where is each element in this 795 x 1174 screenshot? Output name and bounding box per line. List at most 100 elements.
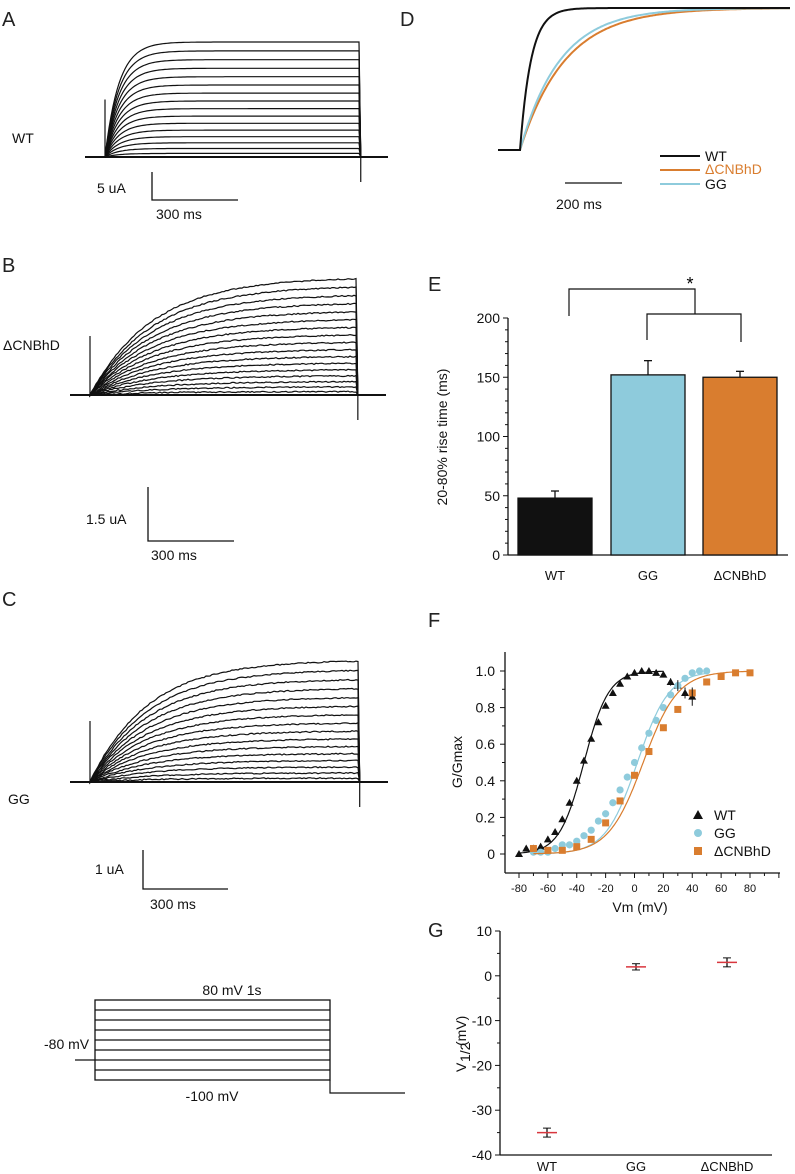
construct-label-gg: GG bbox=[8, 791, 30, 807]
y-tick-label: 50 bbox=[484, 488, 500, 504]
y-tick-label: 0.4 bbox=[476, 773, 496, 789]
data-point-GG bbox=[638, 744, 645, 751]
bar-ΔCNBhD bbox=[703, 377, 777, 555]
data-point-ΔCNBhD bbox=[530, 845, 537, 852]
data-point-GG bbox=[602, 810, 609, 817]
current-trace bbox=[90, 670, 360, 782]
scale-time-label: 300 ms bbox=[150, 896, 196, 912]
y-tick-label: 0.8 bbox=[476, 700, 496, 716]
protocol-holding-label: -80 mV bbox=[44, 1036, 90, 1052]
scale-time-label: 300 ms bbox=[156, 206, 202, 222]
data-point-ΔCNBhD bbox=[718, 673, 725, 680]
data-point-GG bbox=[689, 669, 696, 676]
scale-bar bbox=[148, 487, 234, 541]
fit-curve-GG bbox=[533, 673, 706, 853]
y-tick-label: -20 bbox=[472, 1057, 492, 1073]
x-tick-label: 60 bbox=[715, 883, 727, 895]
data-point-ΔCNBhD bbox=[732, 669, 739, 676]
data-point-GG bbox=[537, 849, 544, 856]
data-point-ΔCNBhD bbox=[544, 847, 551, 854]
y-tick-label: 0.6 bbox=[476, 736, 496, 752]
x-tick-label: 0 bbox=[631, 883, 637, 895]
panel-e: E 0 50 100 150 200 WT GG ΔCNBhD 20-80% rise tim… bbox=[428, 274, 788, 583]
data-point-WT bbox=[645, 667, 653, 674]
data-point-GG bbox=[616, 786, 623, 793]
panel-label-d: D bbox=[400, 9, 414, 31]
y-tick-label: 0.2 bbox=[476, 809, 496, 825]
protocol-top-label: 80 mV 1s bbox=[202, 982, 261, 998]
significance-bracket-inner bbox=[647, 314, 741, 342]
x-tick-label: WT bbox=[537, 1159, 557, 1174]
data-point-WT bbox=[638, 667, 646, 674]
data-point-ΔCNBhD bbox=[660, 724, 667, 731]
data-point-GG bbox=[696, 667, 703, 674]
data-point-ΔCNBhD bbox=[617, 797, 624, 804]
legend-label: ΔCNBhD bbox=[714, 843, 771, 859]
data-point-GG bbox=[609, 799, 616, 806]
y-tick-label: 150 bbox=[477, 369, 501, 385]
y-tick-label: 1.0 bbox=[476, 663, 496, 679]
panel-label-g: G bbox=[428, 920, 444, 942]
x-tick-label: WT bbox=[545, 568, 565, 583]
y-axis-label: G/Gmax bbox=[449, 736, 465, 788]
scale-current-label: 1 uA bbox=[95, 861, 124, 877]
current-trace bbox=[105, 77, 361, 157]
normalized-traces bbox=[498, 8, 790, 150]
y-tick-label: 10 bbox=[476, 923, 492, 939]
data-point-WT bbox=[587, 735, 595, 742]
panel-c: C GG 1 uA 300 ms bbox=[2, 589, 388, 912]
panel-g: G 100-10-20-30-40WT GG ΔCNBhD V 1/2 (mV) bbox=[428, 920, 772, 1174]
scale-current-label: 1.5 uA bbox=[86, 511, 127, 527]
legend-marker-wt bbox=[693, 810, 703, 819]
current-traces-wt bbox=[85, 42, 388, 182]
current-trace bbox=[105, 143, 361, 157]
y-tick-label: 200 bbox=[477, 310, 501, 326]
x-tick-label: 40 bbox=[686, 883, 698, 895]
data-point-GG bbox=[580, 832, 587, 839]
trace-wt bbox=[498, 8, 790, 150]
current-trace bbox=[90, 387, 358, 396]
x-tick-label: GG bbox=[626, 1159, 646, 1174]
data-point-ΔCNBhD bbox=[559, 847, 566, 854]
data-point-GG bbox=[645, 730, 652, 737]
y-tick-label: 0 bbox=[484, 968, 492, 984]
x-tick-label: ΔCNBhD bbox=[701, 1159, 754, 1174]
data-point-GG bbox=[624, 774, 631, 781]
y-tick-label: 0 bbox=[492, 547, 500, 563]
data-point-ΔCNBhD bbox=[747, 669, 754, 676]
y-axis-label-main: V bbox=[453, 1062, 469, 1072]
panel-label-f: F bbox=[428, 610, 440, 632]
x-tick-label: -20 bbox=[598, 883, 614, 895]
scale-bar bbox=[152, 172, 238, 200]
x-tick-label: -40 bbox=[569, 883, 585, 895]
panel-label-c: C bbox=[2, 589, 16, 611]
x-axis-label: Vm (mV) bbox=[612, 899, 667, 915]
data-point-ΔCNBhD bbox=[602, 819, 609, 826]
scale-time-label: 200 ms bbox=[556, 196, 602, 212]
legend-marker-gg bbox=[694, 829, 702, 837]
panel-label-b: B bbox=[2, 255, 15, 277]
y-tick-label: -30 bbox=[472, 1102, 492, 1118]
data-point-WT bbox=[558, 815, 566, 822]
protocol-bottom-label: -100 mV bbox=[186, 1088, 240, 1104]
panel-d: D WT ΔCNBhD GG 200 ms bbox=[400, 8, 790, 212]
significance-marker: * bbox=[686, 274, 693, 294]
bar-GG bbox=[611, 375, 685, 555]
data-point-ΔCNBhD bbox=[674, 706, 681, 713]
current-traces-dcnbhd bbox=[70, 279, 386, 420]
data-point-WT bbox=[623, 672, 631, 679]
data-point-GG bbox=[681, 675, 688, 682]
data-point-ΔCNBhD bbox=[645, 748, 652, 755]
data-point-WT bbox=[580, 757, 588, 764]
x-tick-label: 80 bbox=[744, 883, 756, 895]
voltage-protocol: 80 mV 1s -80 mV -100 mV bbox=[44, 982, 405, 1104]
construct-label-wt: WT bbox=[12, 130, 34, 146]
x-tick-label: 20 bbox=[657, 883, 669, 895]
bar-WT bbox=[518, 498, 592, 555]
data-point-GG bbox=[551, 845, 558, 852]
data-point-WT bbox=[631, 669, 639, 676]
legend-label: WT bbox=[714, 807, 736, 823]
legend-label-gg: GG bbox=[705, 176, 727, 192]
current-trace bbox=[105, 149, 361, 158]
data-point-WT bbox=[616, 680, 624, 687]
